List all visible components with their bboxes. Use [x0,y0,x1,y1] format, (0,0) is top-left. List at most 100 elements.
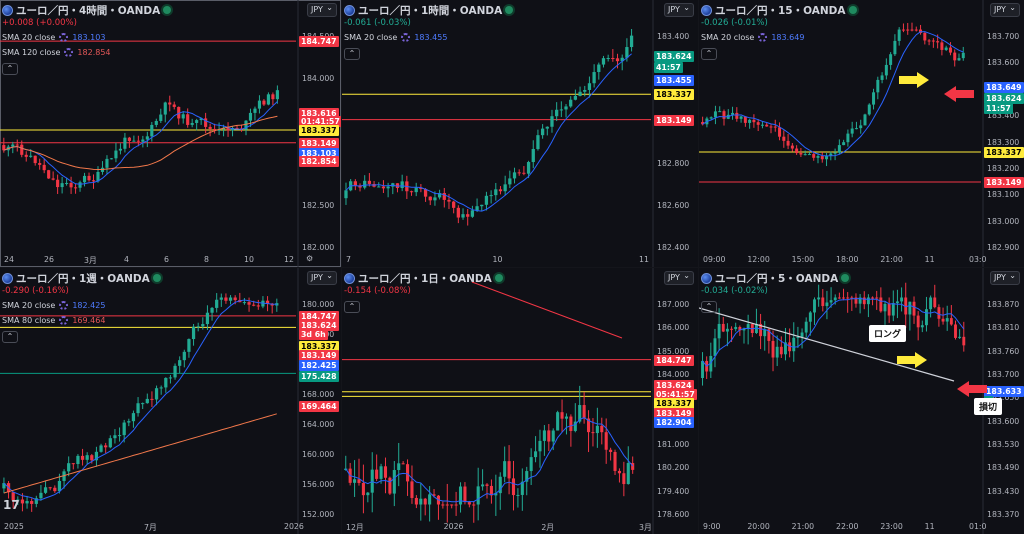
candle-body [957,58,961,61]
symbol-title-row[interactable]: ユーロ／円・1時間・OANDA [344,3,514,17]
symbol-title-row[interactable]: ユーロ／円・1日・OANDA [344,271,503,285]
collapse-legend-button[interactable]: ⌃ [344,48,360,60]
candle-body [786,140,790,146]
candle-body [771,340,775,358]
symbol-title[interactable]: ユーロ／円・1時間・OANDA [358,4,503,17]
candle-body [233,297,237,301]
currency-dropdown[interactable]: JPY [307,270,337,285]
price-axis-label: 183.600 [987,416,1020,426]
candle-body [876,79,880,93]
chart-panel-p1[interactable]: ユーロ／円・4時間・OANDA +0.008 (+0.00%) SMA 20 clo… [0,0,341,267]
indicator-legend[interactable]: SMA 120 close 182.854 [2,48,111,57]
candle-body [461,214,465,218]
candle-body [42,164,46,171]
symbol-title-row[interactable]: ユーロ／円・1週・OANDA [2,271,161,285]
time-axis-label: 20:00 [747,522,770,531]
currency-dropdown[interactable]: JPY [990,270,1020,285]
currency-dropdown[interactable]: JPY [307,2,337,17]
time-axis-label: 9:00 [703,522,721,531]
symbol-title[interactable]: ユーロ／円・1日・OANDA [358,272,492,285]
chart-canvas[interactable] [342,0,698,267]
candle-body [452,201,456,208]
indicator-value: 169.464 [72,316,106,325]
candle-body [228,297,233,301]
candle-body [381,186,386,189]
candle-body [748,119,752,123]
price-tag: 183.149 [984,177,1024,188]
candle-body [752,119,756,123]
indicator-legend[interactable]: SMA 20 close 183.649 [701,33,804,42]
chart-canvas[interactable] [699,0,1024,267]
candle-body [419,187,423,189]
candle-body [540,128,545,136]
chart-panel-p4[interactable]: ユーロ／円・1週・OANDA -0.290 (-0.16%) SMA 20 clos… [0,268,341,534]
indicator-settings-icon[interactable] [758,33,768,42]
indicator-settings-icon[interactable] [64,48,74,57]
indicator-settings-icon[interactable] [59,316,69,325]
indicator-settings-icon[interactable] [401,33,411,42]
candle-body [423,188,428,197]
candle-body [56,179,60,188]
candle-body [721,323,725,332]
chart-canvas[interactable] [0,0,341,267]
price-axis-label: 183.530 [987,440,1020,449]
candle-body [2,145,6,151]
time-axis-label: 11 [639,255,649,264]
candle-body [833,152,837,154]
time-axis-label: 2月 [541,523,555,532]
price-change: -0.034 (-0.02%) [701,286,768,296]
collapse-legend-button[interactable]: ⌃ [701,48,717,60]
symbol-title-row[interactable]: ユーロ／円・15・OANDA [701,3,857,17]
collapse-legend-button[interactable]: ⌃ [701,301,717,313]
candle-body [262,100,266,105]
candle-body [99,445,103,452]
indicator-settings-icon[interactable] [59,33,69,42]
chart-panel-p3[interactable]: ユーロ／円・15・OANDA -0.026 (-0.01%) SMA 20 clos… [699,0,1024,267]
time-axis-label: 15:00 [791,255,815,264]
indicator-legend[interactable]: SMA 20 close 183.103 [2,33,105,42]
price-axis-label: 184.000 [302,74,335,84]
price-axis-label: 183.300 [987,137,1020,147]
collapse-legend-button[interactable]: ⌃ [344,301,360,313]
currency-dropdown[interactable]: JPY [990,2,1020,17]
currency-dropdown[interactable]: JPY [664,270,694,285]
flag-icon [701,4,712,16]
symbol-title-row[interactable]: ユーロ／円・5・OANDA [701,271,850,285]
candle-body [625,47,629,58]
candle-body [961,52,965,59]
chart-canvas[interactable] [342,268,698,534]
candle-body [850,128,854,134]
indicator-label: SMA 80 close [2,316,56,325]
candle-body [953,52,957,61]
candle-body [629,35,634,48]
chart-panel-p6[interactable]: ユーロ／円・5・OANDA-0.034 (-0.02%) ⌃ JPY 183.870 1… [699,268,1024,534]
candle-body [386,186,390,189]
candle-body [379,466,383,479]
candle-body [555,109,559,117]
candle-body [788,342,792,352]
candle-body [825,302,829,307]
candle-body [891,303,895,316]
symbol-title[interactable]: ユーロ／円・1週・OANDA [16,272,150,285]
collapse-legend-button[interactable]: ⌃ [2,331,18,343]
market-open-icon [163,6,172,14]
collapse-legend-button[interactable]: ⌃ [2,63,18,75]
symbol-title-row[interactable]: ユーロ／円・4時間・OANDA [2,3,172,17]
indicator-legend[interactable]: SMA 80 close 169.464 [2,316,105,325]
indicator-legend[interactable]: SMA 20 close 183.455 [344,33,447,42]
symbol-title[interactable]: ユーロ／円・5・OANDA [715,272,839,285]
chart-canvas[interactable] [0,268,341,534]
chart-panel-p2[interactable]: ユーロ／円・1時間・OANDA -0.061 (-0.03%) SMA 20 clo… [342,0,698,267]
candle-body [476,486,480,505]
price-change: +0.008 (+0.00%) [2,18,77,28]
symbol-title[interactable]: ユーロ／円・4時間・OANDA [16,4,161,17]
candle-body [423,498,427,505]
indicator-legend[interactable]: SMA 20 close 182.425 [2,301,105,310]
indicator-value: 182.425 [72,301,106,310]
symbol-title[interactable]: ユーロ／円・15・OANDA [715,4,846,17]
chart-panel-p5[interactable]: ユーロ／円・1日・OANDA-0.154 (-0.08%) ⌃ JPY 187.000… [342,268,698,534]
indicator-settings-icon[interactable] [59,301,69,310]
currency-dropdown[interactable]: JPY [664,2,694,17]
candle-body [821,297,825,307]
settings-icon[interactable]: ⚙ [306,254,314,263]
